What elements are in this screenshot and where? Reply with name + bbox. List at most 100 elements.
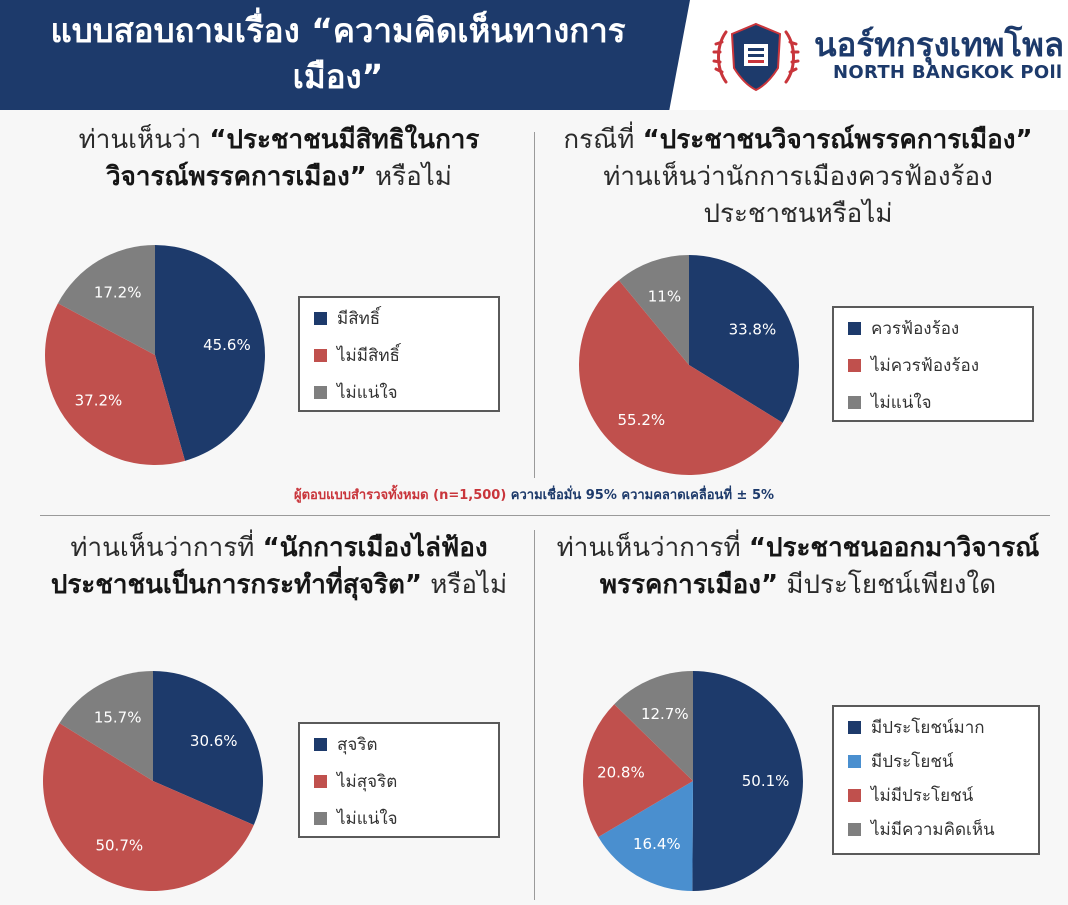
legend-label: ไม่แน่ใจ [337, 808, 398, 829]
legend-swatch [314, 311, 327, 325]
legend-swatch [848, 720, 861, 734]
pie-slice-label: 55.2% [618, 411, 666, 429]
legend-label: ควรฟ้องร้อง [871, 318, 960, 339]
pie-slice [45, 303, 186, 465]
legend-item: ควรฟ้องร้อง [848, 318, 1018, 339]
legend-item: ไม่มีประโยชน์ [848, 785, 1024, 806]
question-1-bold: “ประชาชนมีสิทธิในการวิจารณ์พรรคการเมือง” [106, 125, 480, 192]
pie-slice-label: 50.1% [742, 772, 790, 790]
divider-bottom [534, 530, 535, 900]
legend-label: มีสิทธิ์ [337, 308, 381, 329]
legend-item: มีสิทธิ์ [314, 308, 484, 329]
legend-item: มีประโยชน์ [848, 751, 1024, 772]
legend-benefit: มีประโยชน์มากมีประโยชน์ไม่มีประโยชน์ไม่ม… [832, 705, 1040, 855]
pie-slice [57, 245, 155, 355]
question-4-prefix: ท่านเห็นว่าการที่ [556, 533, 749, 563]
legend-item: สุจริต [314, 734, 484, 755]
legend-rights: มีสิทธิ์ไม่มีสิทธิ์ไม่แน่ใจ [298, 296, 500, 412]
pie-slice-label: 12.7% [641, 705, 689, 723]
legend-label: ไม่แน่ใจ [337, 382, 398, 403]
legend-swatch [314, 774, 327, 788]
pie-slice [579, 280, 783, 476]
question-3: ท่านเห็นว่าการที่ “นักการเมืองไล่ฟ้องประ… [30, 530, 528, 604]
question-3-suffix: หรือไม่ [421, 570, 508, 600]
legend-swatch [848, 754, 861, 768]
legend-label: ไม่สุจริต [337, 771, 398, 792]
pie-slice-label: 15.7% [94, 709, 142, 727]
question-4: ท่านเห็นว่าการที่ “ประชาชนออกมาวิจารณ์พร… [548, 530, 1048, 604]
legend-swatch [848, 822, 861, 836]
pie-slice-label: 16.4% [633, 835, 681, 853]
legend-swatch [314, 348, 327, 362]
pie-slice [598, 781, 693, 891]
pie-chart-benefit: 50.1% 16.4% 20.8% 12.7% [583, 671, 804, 891]
legend-swatch [848, 395, 861, 409]
pie-chart-rights: 45.6% 37.2% 17.2% [45, 245, 265, 465]
divider-middle [40, 515, 1050, 516]
pie-slice [692, 671, 804, 891]
survey-note: ผู้ตอบแบบสำรวจทั้งหมด (n=1,500) ความเชื่… [0, 484, 1068, 505]
legend-item: ไม่มีความคิดเห็น [848, 819, 1024, 840]
pie-slice-label: 37.2% [75, 392, 123, 410]
question-1-prefix: ท่านเห็นว่า [78, 125, 210, 155]
pie-slice-label: 17.2% [94, 284, 142, 302]
pie-slice [153, 671, 263, 825]
pie-slice-label: 50.7% [95, 836, 143, 854]
legend-swatch [314, 737, 327, 751]
pie-slice [59, 671, 153, 781]
legend-item: ไม่สุจริต [314, 771, 484, 792]
legend-item: ไม่แน่ใจ [314, 808, 484, 829]
legend-swatch [314, 811, 327, 825]
pie-slice [689, 255, 799, 423]
page-title: แบบสอบถามเรื่อง “ความคิดเห็นทางการเมือง” [50, 11, 626, 96]
pie-slice-label: 45.6% [203, 336, 251, 354]
pie-slice-label: 20.8% [597, 763, 645, 781]
legend-label: ไม่มีสิทธิ์ [337, 345, 400, 366]
question-4-suffix: มีประโยชน์เพียงใด [778, 570, 997, 600]
question-2-prefix: กรณีที่ [563, 125, 643, 155]
brand-name-english: NORTH BANGKOK POll [833, 62, 1063, 83]
pie-slice [155, 245, 265, 461]
question-3-prefix: ท่านเห็นว่าการที่ [70, 533, 263, 563]
legend-honest: สุจริตไม่สุจริตไม่แน่ใจ [298, 722, 500, 838]
header-band [0, 0, 690, 110]
legend-item: ไม่มีสิทธิ์ [314, 345, 484, 366]
divider-top [534, 132, 535, 478]
survey-note-confidence: ความเชื่อมั่น 95% ความคลาดเคลื่อนที่ ± 5… [506, 488, 775, 503]
question-2-suffix: ท่านเห็นว่านักการเมืองควรฟ้องร้องประชาชน… [603, 162, 993, 229]
legend-label: ไม่มีความคิดเห็น [871, 819, 995, 840]
legend-swatch [848, 358, 861, 372]
legend-item: มีประโยชน์มาก [848, 717, 1024, 738]
legend-label: สุจริต [337, 734, 378, 755]
legend-swatch [314, 385, 327, 399]
pie-slice [614, 671, 693, 781]
survey-note-sample: ผู้ตอบแบบสำรวจทั้งหมด (n=1,500) [293, 488, 507, 503]
legend-swatch [848, 788, 861, 802]
pie-chart-honest: 30.6% 50.7% 15.7% [42, 671, 263, 892]
north-bangkok-poll-emblem-icon [712, 22, 800, 92]
pie-slice [618, 255, 689, 365]
question-4-bold: “ประชาชนออกมาวิจารณ์พรรคการเมือง” [599, 533, 1040, 600]
pie-slice [42, 723, 254, 892]
brand-name-thai: นอร์ทกรุงเทพโพล [814, 25, 1065, 64]
question-1-suffix: หรือไม่ [366, 162, 452, 192]
legend-label: มีประโยชน์มาก [871, 717, 985, 738]
pie-chart-sue: 33.8% 55.2% 11% [579, 255, 799, 476]
pie-slice-label: 30.6% [190, 732, 238, 750]
legend-item: ไม่ควรฟ้องร้อง [848, 355, 1018, 376]
pie-slice [583, 704, 693, 837]
pie-slice-label: 33.8% [729, 321, 777, 339]
legend-item: ไม่แน่ใจ [314, 382, 484, 403]
legend-sue: ควรฟ้องร้องไม่ควรฟ้องร้องไม่แน่ใจ [832, 306, 1034, 422]
question-2-bold: “ประชาชนวิจารณ์พรรคการเมือง” [642, 125, 1033, 155]
question-2: กรณีที่ “ประชาชนวิจารณ์พรรคการเมือง” ท่า… [548, 122, 1048, 233]
legend-item: ไม่แน่ใจ [848, 392, 1018, 413]
legend-label: มีประโยชน์ [871, 751, 954, 772]
header: แบบสอบถามเรื่อง “ความคิดเห็นทางการเมือง”… [0, 0, 1068, 110]
legend-label: ไม่มีประโยชน์ [871, 785, 974, 806]
question-3-bold: “นักการเมืองไล่ฟ้องประชาชนเป็นการกระทำที… [50, 533, 488, 600]
legend-label: ไม่แน่ใจ [871, 392, 932, 413]
question-1: ท่านเห็นว่า “ประชาชนมีสิทธิในการวิจารณ์พ… [40, 122, 518, 196]
pie-slice-label: 11% [648, 288, 681, 306]
legend-swatch [848, 321, 861, 335]
